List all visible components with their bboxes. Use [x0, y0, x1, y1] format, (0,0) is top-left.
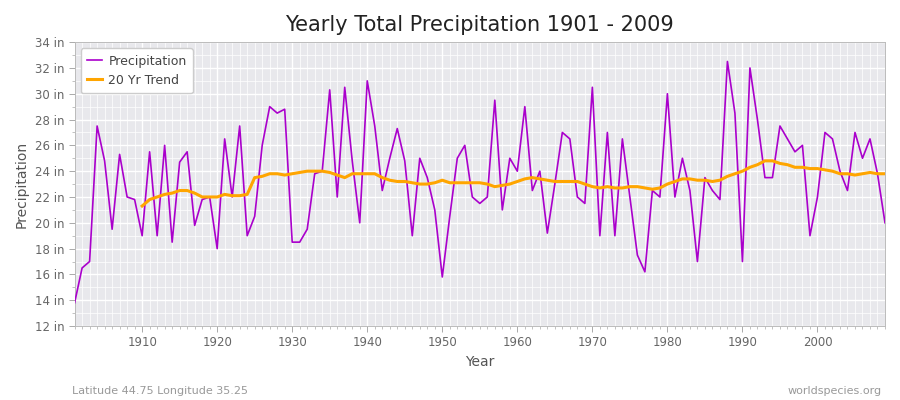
X-axis label: Year: Year — [465, 355, 494, 369]
Precipitation — [339, 85, 350, 90]
Precipitation — [512, 169, 523, 174]
20 Yr Trend — [760, 158, 770, 163]
20 Yr Trend — [827, 169, 838, 174]
Precipitation — [69, 300, 80, 305]
Text: Latitude 44.75 Longitude 35.25: Latitude 44.75 Longitude 35.25 — [72, 386, 248, 396]
Precipitation — [879, 220, 890, 225]
Precipitation — [602, 130, 613, 135]
20 Yr Trend — [137, 204, 148, 208]
Precipitation — [504, 156, 515, 161]
Precipitation — [722, 59, 733, 64]
20 Yr Trend — [279, 173, 290, 178]
Legend: Precipitation, 20 Yr Trend: Precipitation, 20 Yr Trend — [81, 48, 193, 93]
20 Yr Trend — [580, 182, 590, 186]
20 Yr Trend — [519, 176, 530, 181]
20 Yr Trend — [310, 169, 320, 174]
Text: worldspecies.org: worldspecies.org — [788, 386, 882, 396]
Line: 20 Yr Trend: 20 Yr Trend — [142, 161, 885, 206]
Title: Yearly Total Precipitation 1901 - 2009: Yearly Total Precipitation 1901 - 2009 — [285, 15, 674, 35]
Precipitation — [294, 240, 305, 244]
20 Yr Trend — [879, 171, 890, 176]
Y-axis label: Precipitation: Precipitation — [15, 140, 29, 228]
20 Yr Trend — [850, 173, 860, 178]
Precipitation — [130, 197, 140, 202]
Line: Precipitation: Precipitation — [75, 62, 885, 303]
